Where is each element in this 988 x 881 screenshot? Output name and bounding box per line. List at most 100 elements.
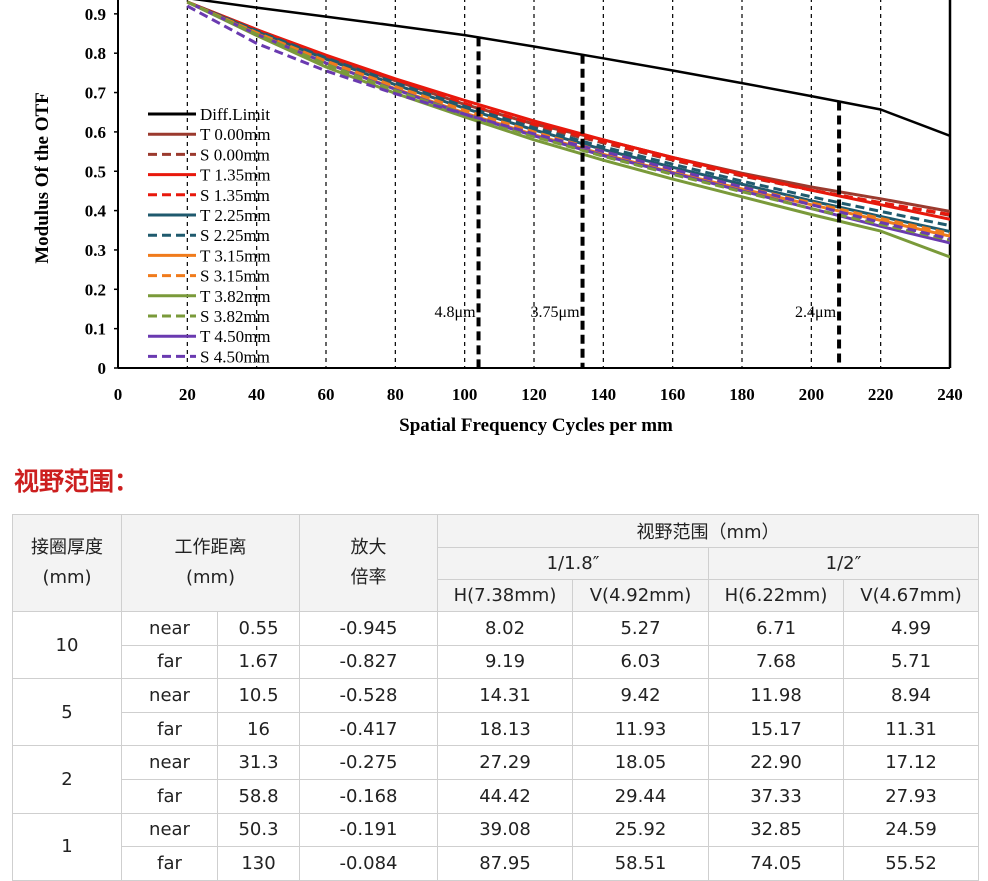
mtf-chart-svg: 0 0.1 0.2 0.3 0.4 0.5 0.6 0.7 0.8 0.9 0 20 40 60 80 100…	[32, 0, 963, 436]
x-tick-label: 120	[521, 385, 547, 404]
header-sensor-1-2: 1/2″	[707, 547, 980, 580]
cell-h-1-2: 15.17	[708, 711, 844, 747]
legend-label: S 2.25mm	[200, 226, 270, 245]
x-tick-label: 240	[937, 385, 963, 404]
series-line-s-1-35mm	[186, 0, 950, 216]
cell-h-1-1.8: 44.42	[437, 778, 573, 814]
x-tick-label: 200	[799, 385, 825, 404]
header-field-of-view: 视野范围（mm）	[436, 514, 980, 548]
series-line-t-3-82mm	[186, 0, 950, 259]
header-col-v2: V(4.67mm)	[842, 579, 980, 612]
y-tick-label: 0.1	[85, 320, 106, 339]
x-tick-label: 0	[114, 385, 123, 404]
header-col-h2: H(6.22mm)	[708, 579, 844, 612]
cell-h-1-1.8: 9.19	[437, 644, 573, 680]
cell-distance: 130	[217, 846, 300, 881]
table-row: far 130 -0.084 87.95 58.51 74.05 55.52	[13, 846, 980, 881]
header-thickness-label: 接圈厚度	[31, 537, 103, 558]
cell-v-1-2: 24.59	[842, 812, 980, 848]
header-mag-label-2: 倍率	[350, 567, 387, 588]
cell-v-1-1.8: 29.44	[572, 778, 709, 814]
series-line-t-2-25mm	[186, 0, 950, 233]
header-distance-label: 工作距离	[174, 537, 247, 558]
series-group	[186, 0, 950, 259]
legend-label: T 0.00mm	[200, 125, 271, 144]
cell-v-1-2: 8.94	[842, 678, 980, 713]
header-thickness-unit: (mm)	[42, 567, 92, 588]
y-tick-label: 0.9	[85, 5, 106, 24]
field-of-view-table: 接圈厚度 (mm) 工作距离 (mm) 放大 倍率 视野范围（mm） 1/1.8…	[12, 514, 980, 881]
cell-magnification: -0.528	[299, 678, 438, 713]
cell-position: near	[121, 745, 218, 780]
cell-v-1-1.8: 18.05	[572, 745, 709, 780]
cell-distance: 16	[217, 711, 300, 747]
y-tick-label: 0.6	[85, 123, 106, 142]
cell-distance: 50.3	[217, 812, 300, 848]
cell-h-1-1.8: 8.02	[437, 611, 573, 646]
header-mag-label: 放大	[350, 537, 387, 558]
cell-v-1-2: 4.99	[842, 611, 980, 646]
cell-h-1-2: 7.68	[708, 644, 844, 680]
cell-magnification: -0.417	[299, 711, 438, 747]
y-axis-title: Modulus Of the OTF	[32, 92, 53, 264]
cell-position: far	[121, 711, 218, 747]
y-tick-label: 0.5	[85, 162, 106, 181]
cell-v-1-1.8: 25.92	[572, 812, 709, 848]
cell-distance: 1.67	[217, 644, 300, 680]
x-tick-label: 40	[248, 385, 265, 404]
cell-magnification: -0.168	[299, 778, 438, 814]
cell-magnification: -0.827	[299, 644, 438, 680]
series-line-s-2-25mm	[186, 0, 950, 228]
x-tick-label: 160	[660, 385, 686, 404]
cell-distance: 0.55	[217, 611, 300, 646]
frequency-marker-label: 4.8μm	[435, 304, 477, 321]
header-magnification: 放大 倍率	[299, 514, 438, 612]
series-line-s-4-50mm	[186, 4, 950, 241]
cell-magnification: -0.191	[299, 812, 438, 848]
cell-h-1-2: 32.85	[708, 812, 844, 848]
legend-label: S 4.50mm	[200, 347, 270, 366]
series-line-s-3-82mm	[186, 0, 950, 242]
cell-thickness: 10	[12, 610, 122, 680]
cell-position: far	[121, 846, 218, 881]
series-line-diff-limit	[191, 0, 950, 137]
cell-v-1-1.8: 58.51	[572, 846, 709, 881]
cell-v-1-2: 5.71	[842, 644, 980, 680]
x-tick-label: 220	[868, 385, 894, 404]
table-row: 2 near 31.3 -0.275 27.29 18.05 22.90 17.12	[12, 745, 980, 814]
y-tick-label: 0.8	[85, 44, 106, 63]
cell-thickness: 5	[12, 678, 122, 747]
y-tick-label: 0.3	[85, 241, 106, 260]
cell-position: far	[121, 778, 218, 814]
cell-h-1-1.8: 27.29	[437, 745, 573, 780]
cell-h-1-2: 6.71	[708, 611, 844, 646]
frequency-marker-label: 3.75μm	[531, 304, 581, 321]
cell-h-1-2: 11.98	[708, 678, 844, 713]
legend-label: S 1.35mm	[200, 186, 270, 205]
table-row: 5 near 10.5 -0.528 14.31 9.42 11.98 8.94	[12, 678, 980, 747]
x-tick-label: 60	[318, 385, 335, 404]
mtf-chart: 0 0.1 0.2 0.3 0.4 0.5 0.6 0.7 0.8 0.9 0 20 40 60 80 100…	[32, 0, 963, 436]
cell-distance: 10.5	[217, 678, 300, 713]
cell-thickness: 1	[12, 812, 122, 881]
y-tick-label: 0.4	[85, 202, 107, 221]
cell-v-1-2: 17.12	[842, 745, 980, 780]
table-row: far 1.67 -0.827 9.19 6.03 7.68 5.71	[13, 644, 980, 680]
cell-position: far	[121, 644, 218, 680]
cell-magnification: -0.275	[299, 745, 438, 780]
legend-label: S 0.00mm	[200, 145, 270, 164]
cell-v-1-1.8: 5.27	[572, 611, 709, 646]
cell-h-1-2: 74.05	[708, 846, 844, 881]
legend-label: T 4.50mm	[200, 327, 271, 346]
cell-h-1-1.8: 18.13	[437, 711, 573, 747]
y-tick-label: 0.2	[85, 280, 106, 299]
table-row: far 16 -0.417 18.13 11.93 15.17 11.31	[13, 711, 980, 747]
cell-v-1-1.8: 9.42	[572, 678, 709, 713]
legend-label: S 3.15mm	[200, 267, 270, 286]
legend-label: T 3.15mm	[200, 246, 271, 265]
legend-label: T 2.25mm	[200, 206, 271, 225]
cell-h-1-2: 37.33	[708, 778, 844, 814]
cell-distance: 58.8	[217, 778, 300, 814]
legend-label: Diff.Limit	[200, 105, 270, 124]
x-axis-title: Spatial Frequency Cycles per mm	[399, 415, 673, 436]
